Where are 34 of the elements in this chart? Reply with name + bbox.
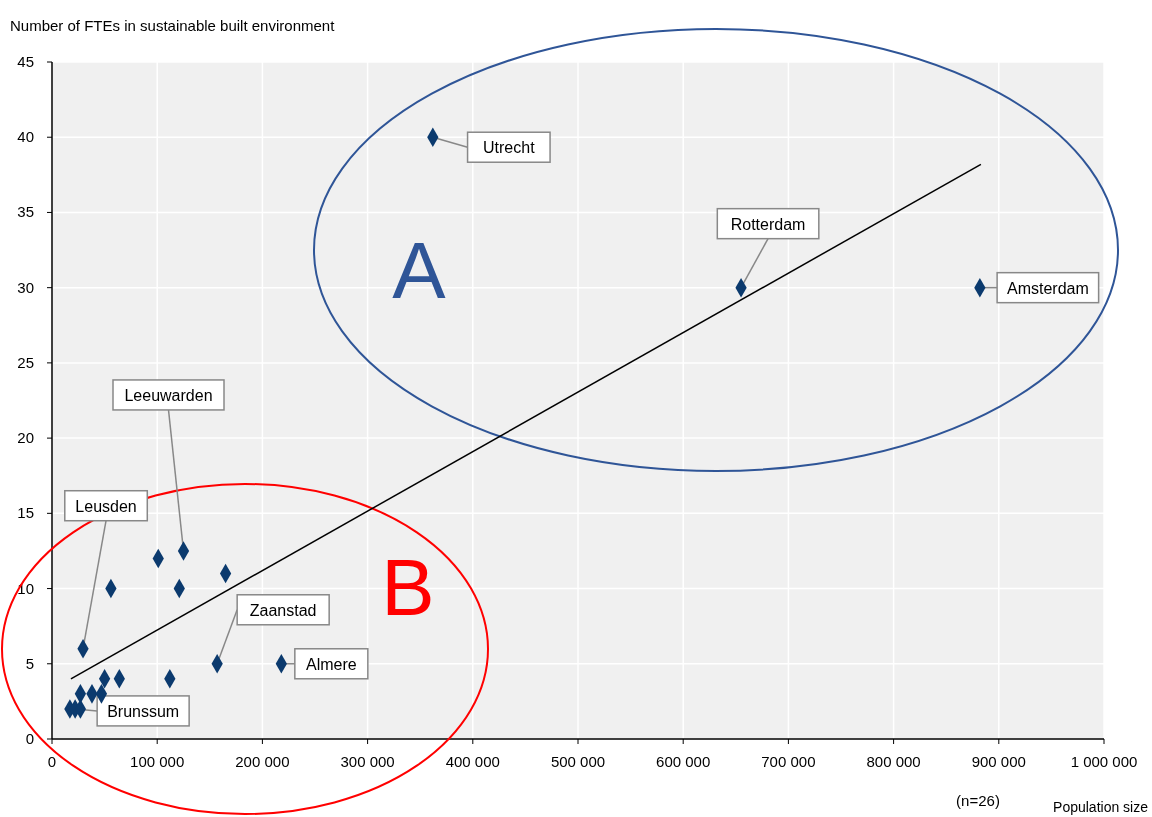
x-tick-label: 100 000 [130,753,185,770]
y-tick-label: 25 [17,353,34,371]
y-tick-label: 10 [17,579,34,597]
x-tick-label: 200 000 [235,753,290,770]
y-tick-label: 20 [17,429,34,447]
y-tick-label: 5 [25,654,34,672]
x-tick-label: 300 000 [340,753,395,770]
text: (n=26) [956,792,1000,809]
x-tick-label: 1 000 000 [1070,753,1138,770]
x-tick-label: 400 000 [445,753,500,770]
x-tick-label: 500 000 [550,753,606,770]
y-tick-label: 40 [17,128,34,146]
annotation: B [381,543,435,632]
y-tick-label: 0 [25,730,34,747]
x-tick-label: 700 000 [761,753,816,770]
x-axis-title: Population size [1053,799,1149,815]
annotation: Rotterdam [730,215,806,233]
x-tick-label: 600 000 [656,753,711,770]
annotation: Zaanstad [249,601,317,619]
annotation: Almere [305,655,357,673]
x-tick-label: 0 [47,753,57,770]
y-tick-label: 15 [17,504,34,522]
y-tick-label: 35 [17,203,34,221]
y-tick-label: 45 [17,53,34,70]
annotation: Leusden [75,497,137,515]
y-axis-title: Number of FTEs in sustainable built environment [10,17,336,34]
x-tick-label: 900 000 [971,753,1026,770]
annotation: A [392,226,447,315]
annotation: Amsterdam [1006,279,1089,297]
annotation: Utrecht [483,139,536,157]
y-tick-label: 30 [17,278,34,296]
x-tick-label: 800 000 [866,753,921,770]
annotation: Brunssum [107,702,180,720]
annotation: Leeuwarden [124,386,213,404]
